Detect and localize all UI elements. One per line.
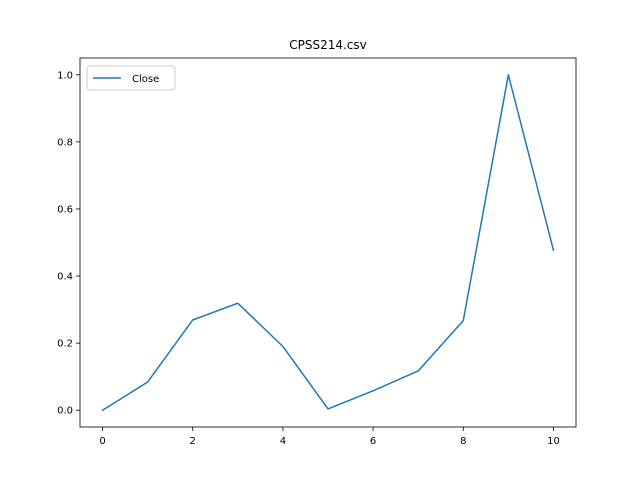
- legend-box: [86, 65, 176, 91]
- y-tick-label: 1.0: [57, 70, 73, 81]
- y-tick-label: 0.8: [57, 137, 73, 148]
- axes-frame: [79, 57, 577, 428]
- x-tick-label: 0: [99, 436, 105, 447]
- x-tick-label: 6: [370, 436, 376, 447]
- plot-area: [101, 74, 555, 412]
- y-tick-label: 0.6: [57, 204, 73, 215]
- chart-title: CPSS214.csv: [289, 38, 367, 52]
- legend-label-close: Close: [132, 74, 159, 85]
- axes: 0 2 4 6 8 10 0.0 0.2 0.4 0.6 0.8 1.0: [57, 57, 577, 447]
- legend: Close: [86, 65, 176, 91]
- series-line-close: [101, 74, 555, 412]
- x-tick-label: 4: [280, 436, 286, 447]
- y-tick-label: 0.4: [57, 272, 73, 283]
- x-tick-label: 8: [460, 436, 466, 447]
- y-tick-label: 0.0: [57, 406, 73, 417]
- x-tick-label: 2: [190, 436, 196, 447]
- y-tick-label: 0.2: [57, 339, 73, 350]
- x-tick-label: 10: [547, 436, 560, 447]
